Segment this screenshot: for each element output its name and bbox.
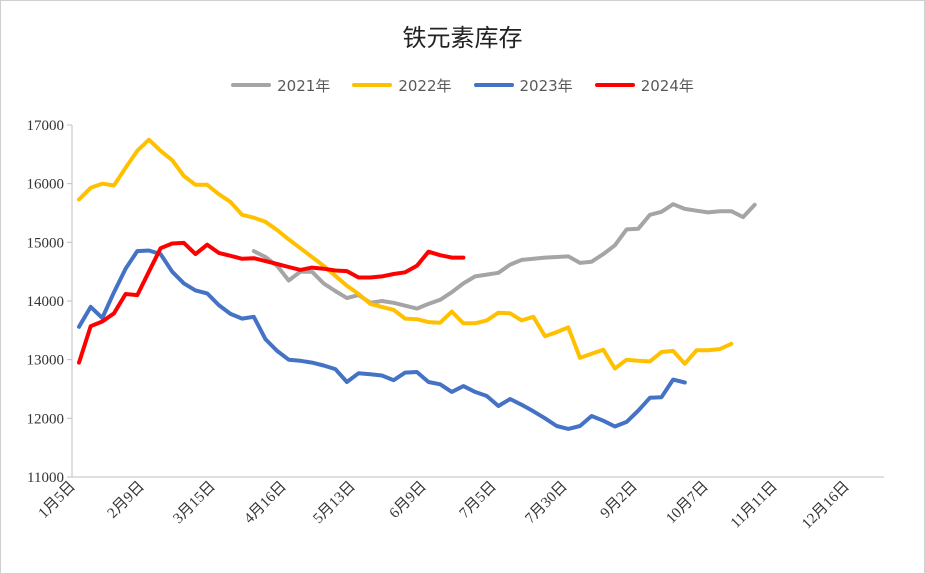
x-tick-label: 3月15日: [170, 479, 218, 527]
series-line-2024年: [77, 240, 466, 365]
legend-item: 2021年: [231, 73, 330, 97]
series-line-2021年: [251, 202, 757, 311]
x-tick-label: 7月5日: [457, 479, 500, 522]
legend-label: 2023年: [519, 76, 573, 95]
y-tick-label: 12000: [27, 411, 65, 427]
x-tick-label: 6月9日: [387, 479, 430, 522]
y-tick-label: 15000: [27, 235, 65, 251]
series-line-2023年: [77, 248, 687, 431]
x-tick-label: 12月16日: [799, 479, 853, 533]
x-tick-label: 11月11日: [728, 479, 781, 532]
legend-item: 2023年: [473, 73, 573, 97]
chart-title: 铁元素库存: [402, 24, 523, 52]
y-tick-label: 16000: [27, 177, 65, 193]
series-layer: [77, 137, 757, 431]
y-tick-label: 17000: [27, 118, 65, 134]
legend-label: 2024年: [640, 76, 694, 95]
legend-swatch: [594, 83, 635, 87]
chart-legend: 2021年 2022年 2023年 2024年: [0, 73, 925, 97]
y-tick-label: 11000: [27, 470, 64, 486]
legend-label: 2022年: [398, 76, 452, 95]
legend-swatch: [473, 83, 514, 87]
legend-item: 2024年: [594, 73, 694, 97]
legend-item: 2022年: [352, 73, 452, 97]
series-line-2022年: [77, 137, 734, 371]
x-tick-label: 9月2日: [598, 479, 641, 522]
x-tick-label: 2月9日: [105, 479, 148, 522]
legend-swatch: [231, 83, 272, 87]
legend-swatch: [352, 83, 393, 87]
y-tick-label: 14000: [27, 294, 65, 310]
x-tick-label: 7月30日: [522, 479, 570, 527]
x-tick-label: 4月16日: [241, 479, 289, 527]
x-tick-label: 5月13日: [310, 479, 358, 527]
x-tick-label: 10月7日: [663, 479, 711, 527]
y-tick-label: 13000: [27, 353, 65, 369]
legend-label: 2021年: [277, 76, 331, 95]
